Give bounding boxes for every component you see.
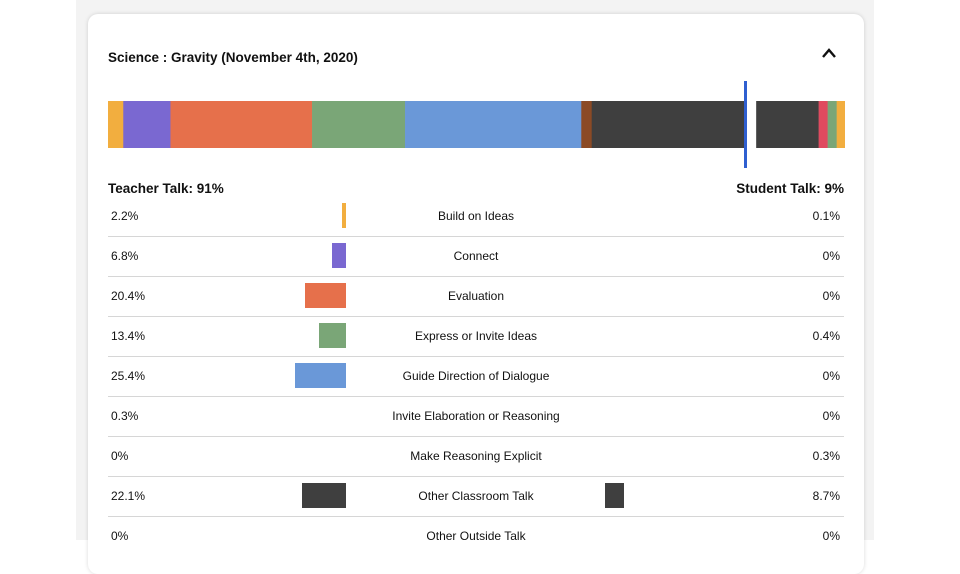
- student-percent: 0%: [822, 249, 840, 263]
- student-percent: 0%: [822, 409, 840, 423]
- talk-divider-marker: [744, 81, 747, 168]
- category-label: Connect: [453, 249, 499, 263]
- stacked-segment-12: [836, 101, 845, 148]
- category-label: Build on Ideas: [437, 209, 515, 223]
- teacher-bar: [341, 203, 346, 228]
- collapse-toggle[interactable]: [818, 42, 840, 64]
- category-label: Make Reasoning Explicit: [410, 449, 542, 463]
- category-label: Invite Elaboration or Reasoning: [392, 409, 560, 423]
- table-row: 0% Other Outside Talk 0%: [108, 517, 844, 556]
- teacher-bar: [332, 243, 346, 268]
- student-percent: 0.1%: [812, 209, 840, 223]
- stacked-segment-9: [756, 101, 819, 148]
- talk-category-table: 2.2% Build on Ideas 0.1% 6.8% Connect 0% 20.4%…: [108, 197, 844, 556]
- stacked-segment-2: [123, 101, 171, 148]
- stacked-segment-10: [818, 101, 828, 148]
- table-row: 25.4% Guide Direction of Dialogue 0%: [108, 357, 844, 397]
- teacher-bar: [301, 483, 346, 508]
- teacher-percent: 13.4%: [111, 329, 146, 343]
- table-row: 22.1% Other Classroom Talk 8.7%: [108, 477, 844, 517]
- student-percent: 0.4%: [812, 329, 840, 343]
- teacher-percent: 0%: [111, 449, 129, 463]
- student-percent: 8.7%: [812, 489, 840, 503]
- student-talk-label: Student Talk: 9%: [736, 181, 844, 196]
- stacked-segment-1: [108, 101, 124, 148]
- stacked-segment-7: [591, 101, 746, 148]
- table-row: 20.4% Evaluation 0%: [108, 277, 844, 317]
- teacher-percent: 25.4%: [111, 369, 146, 383]
- stacked-segment-3: [170, 101, 313, 148]
- teacher-percent: 2.2%: [111, 209, 139, 223]
- student-percent: 0%: [822, 289, 840, 303]
- student-bar: [605, 483, 625, 508]
- student-percent: 0.3%: [812, 449, 840, 463]
- teacher-percent: 22.1%: [111, 489, 146, 503]
- stacked-segment-5: [405, 101, 582, 148]
- stacked-segment-8: [745, 101, 757, 148]
- category-label: Express or Invite Ideas: [414, 329, 538, 343]
- stacked-segment-11: [827, 101, 837, 148]
- chevron-up-icon: [822, 48, 836, 58]
- teacher-talk-label: Teacher Talk: 91%: [108, 181, 224, 196]
- table-row: 2.2% Build on Ideas 0.1%: [108, 197, 844, 237]
- stacked-segment-4: [312, 101, 406, 148]
- table-row: 13.4% Express or Invite Ideas 0.4%: [108, 317, 844, 357]
- teacher-percent: 0.3%: [111, 409, 139, 423]
- category-label: Other Classroom Talk: [418, 489, 534, 503]
- teacher-percent: 20.4%: [111, 289, 146, 303]
- teacher-bar: [319, 323, 346, 348]
- student-percent: 0%: [822, 529, 840, 543]
- category-label: Evaluation: [447, 289, 505, 303]
- teacher-bar: [305, 283, 346, 308]
- stacked-segment-6: [581, 101, 592, 148]
- teacher-percent: 6.8%: [111, 249, 139, 263]
- teacher-bar: [295, 363, 346, 388]
- table-row: 6.8% Connect 0%: [108, 237, 844, 277]
- stacked-talk-bar: [108, 101, 845, 148]
- category-label: Guide Direction of Dialogue: [402, 369, 550, 383]
- session-title: Science : Gravity (November 4th, 2020): [108, 50, 358, 65]
- student-percent: 0%: [822, 369, 840, 383]
- category-label: Other Outside Talk: [426, 529, 526, 543]
- table-row: 0.3% Invite Elaboration or Reasoning 0%: [108, 397, 844, 437]
- table-row: 0% Make Reasoning Explicit 0.3%: [108, 437, 844, 477]
